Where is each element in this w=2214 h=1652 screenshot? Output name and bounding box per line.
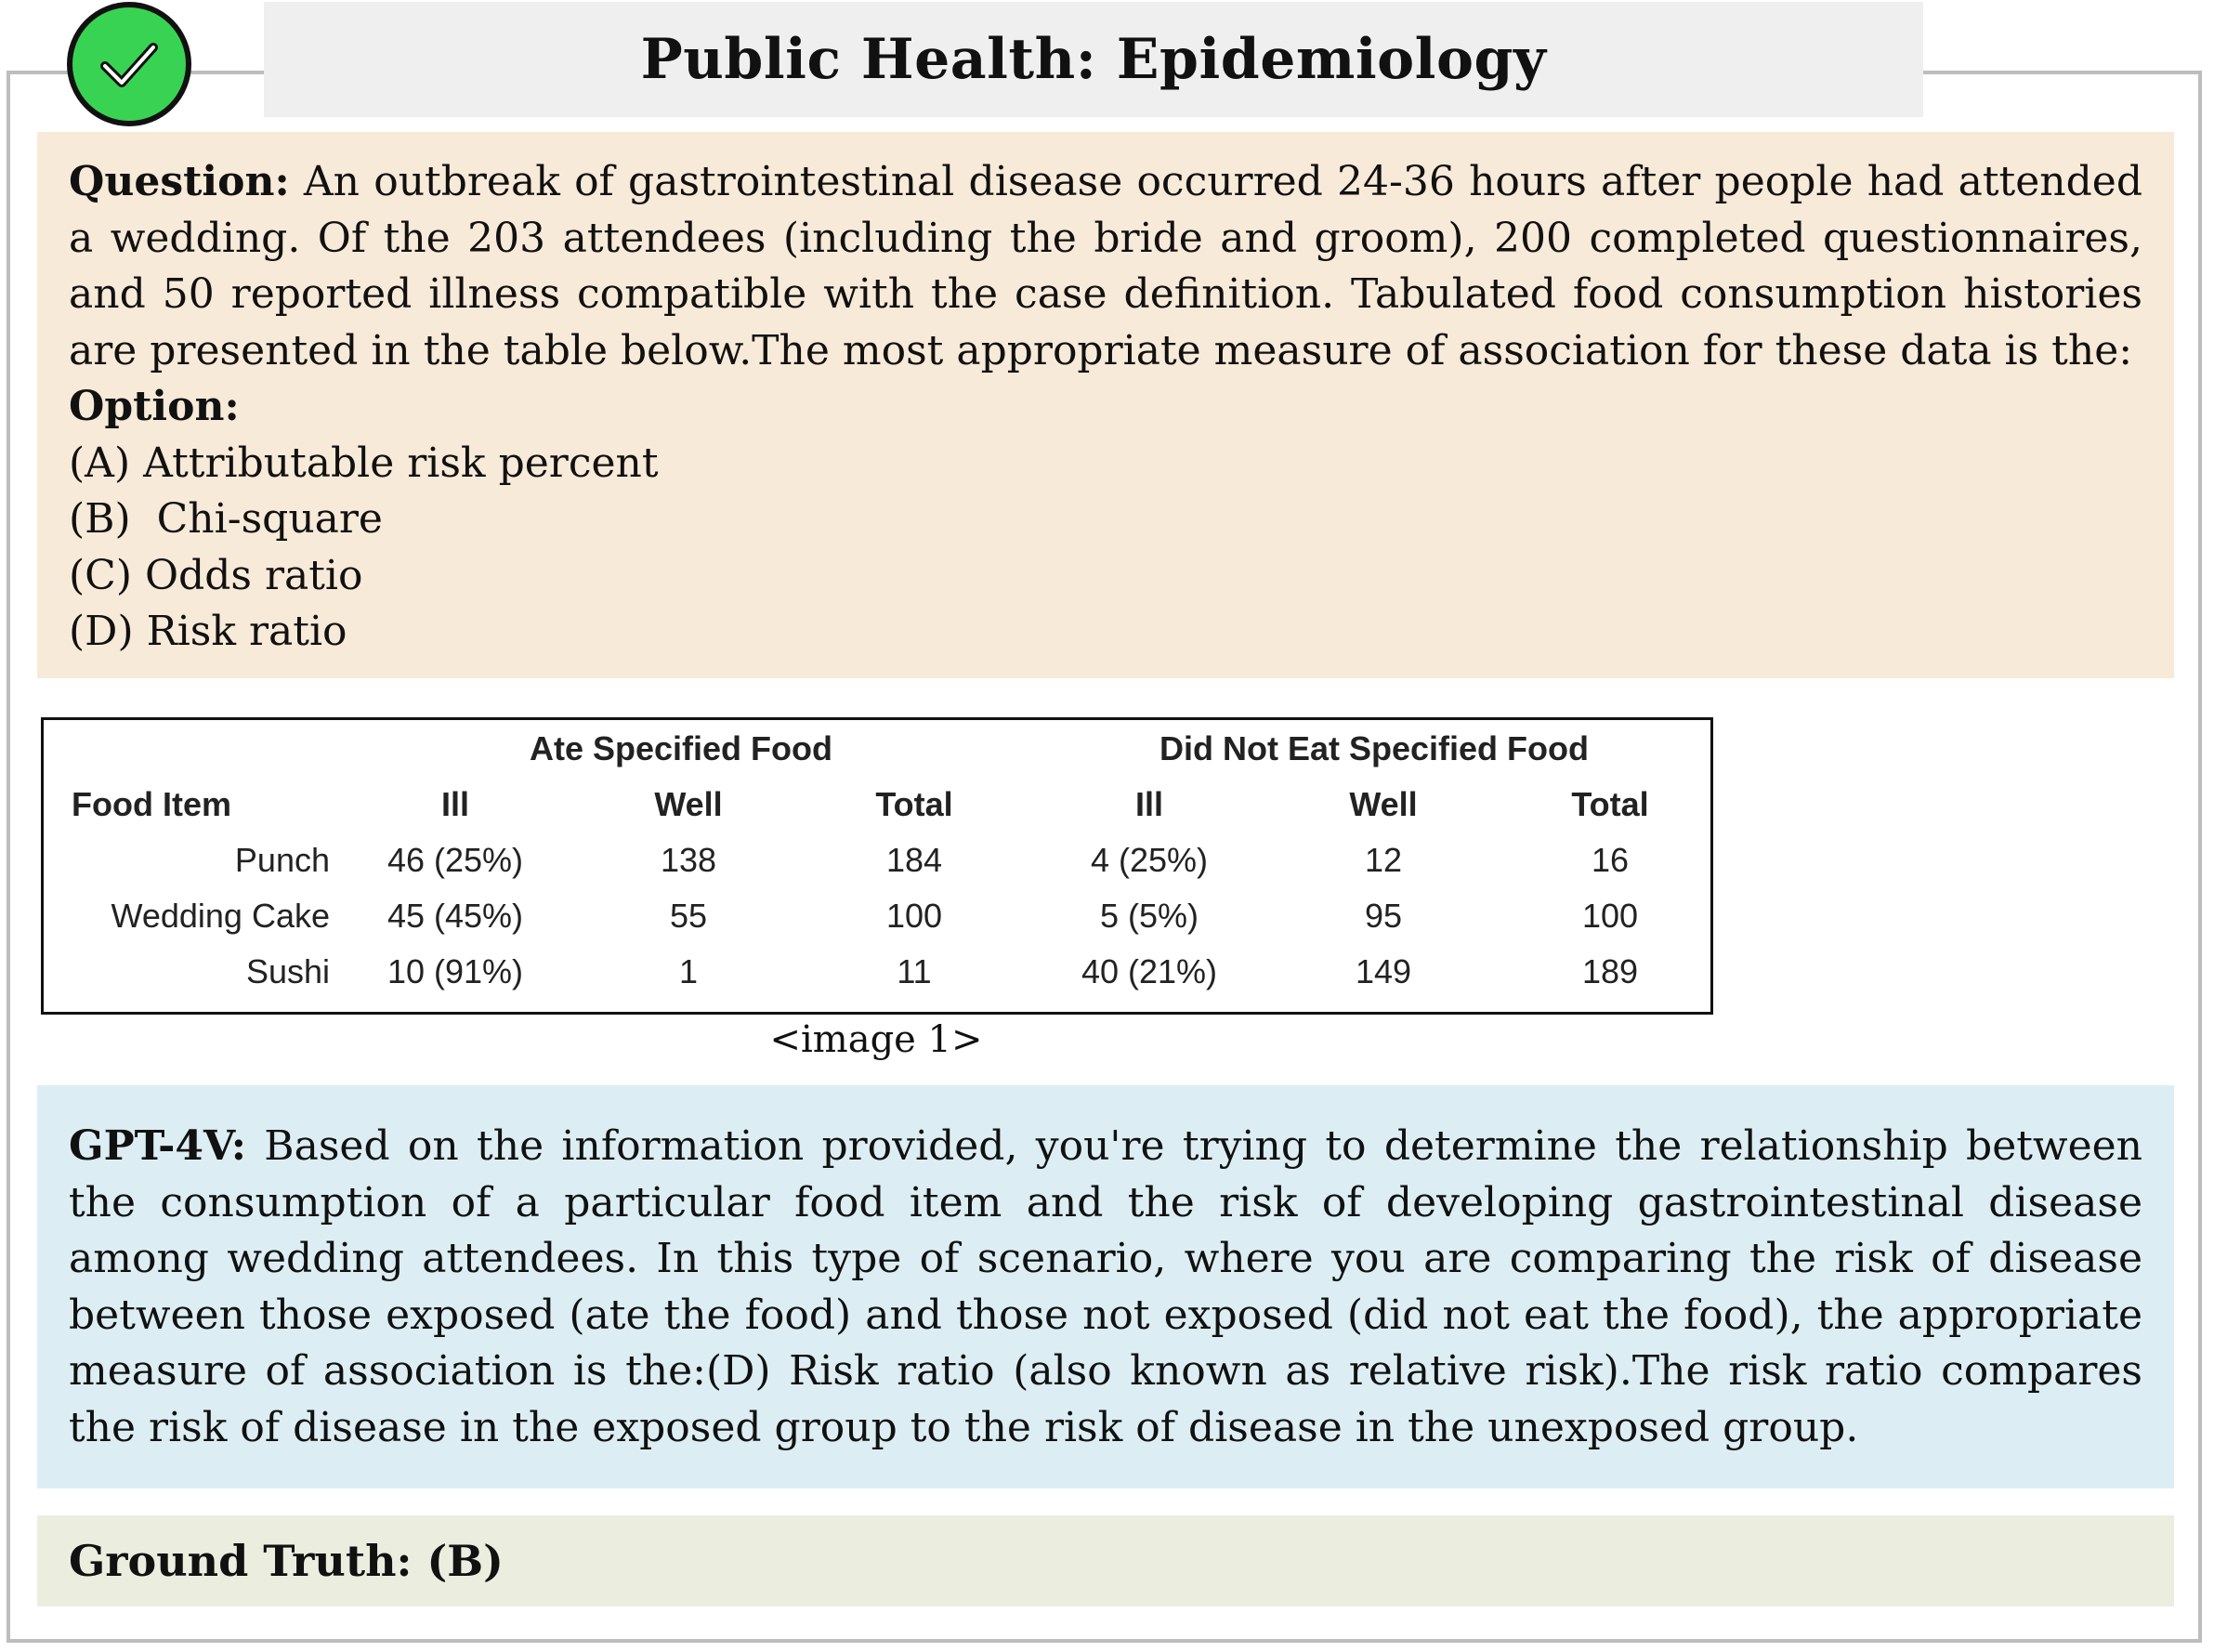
ground-truth-panel: Ground Truth: (B) — [37, 1515, 2174, 1606]
answer-text: Based on the information provided, you'r… — [69, 1122, 2142, 1451]
answer-label: GPT-4V: — [69, 1122, 246, 1170]
question-text: An outbreak of gastrointestinal disease … — [69, 158, 2142, 374]
row-label-wedding-cake: Wedding Cake — [111, 897, 330, 935]
column-header-food-item: Food Item — [72, 785, 231, 823]
table-cell: 100 — [1581, 897, 1639, 935]
table-cell: 45 (45%) — [386, 897, 524, 935]
table-cell: 16 — [1591, 841, 1630, 879]
table-cell: 100 — [885, 897, 943, 935]
row-label-sushi: Sushi — [245, 952, 330, 990]
column-header-well: Well — [1349, 785, 1418, 823]
answer-paragraph: GPT-4V: Based on the information provide… — [69, 1119, 2142, 1456]
group-header-ate: Ate Specified Food — [529, 729, 833, 767]
option-d: (D) Risk ratio — [69, 608, 347, 655]
question-paragraph: Question: An outbreak of gastrointestina… — [69, 154, 2142, 379]
column-header-total: Total — [1571, 785, 1649, 823]
table-cell: 40 (21%) — [1081, 952, 1218, 990]
table-cell: 138 — [660, 841, 717, 879]
row-label-punch: Punch — [234, 841, 330, 879]
answer-panel: GPT-4V: Based on the information provide… — [37, 1085, 2174, 1488]
ground-truth-text: Ground Truth: (B) — [69, 1536, 504, 1586]
question-panel: Question: An outbreak of gastrointestina… — [37, 132, 2174, 678]
title-bar: Public Health: Epidemiology — [264, 2, 1923, 117]
option-c: (C) Odds ratio — [69, 551, 363, 599]
table-cell: 55 — [669, 897, 708, 935]
image-caption: <image 1> — [769, 1018, 983, 1061]
column-header-ill: Ill — [440, 785, 470, 823]
table-cell: 95 — [1364, 897, 1403, 935]
table-cell: 10 (91%) — [386, 952, 524, 990]
table-cell: 1 — [678, 952, 699, 990]
check-circle-icon — [100, 43, 158, 87]
table-cell: 12 — [1364, 841, 1403, 879]
option-label: Option: — [69, 383, 240, 430]
table-cell: 4 (25%) — [1090, 841, 1209, 879]
question-label: Question: — [69, 158, 290, 205]
option-a: (A) Attributable risk percent — [69, 439, 659, 487]
table-cell: 149 — [1355, 952, 1412, 990]
table-cell: 5 (5%) — [1099, 897, 1199, 935]
group-header-not-ate: Did Not Eat Specified Food — [1159, 729, 1590, 767]
column-header-ill: Ill — [1134, 785, 1164, 823]
table-cell: 46 (25%) — [386, 841, 524, 879]
table-cell: 11 — [897, 952, 932, 990]
check-badge — [67, 2, 191, 126]
food-consumption-table: Ate Specified Food Did Not Eat Specified… — [41, 717, 1713, 1015]
table-cell: 184 — [885, 841, 943, 879]
table-cell: 189 — [1581, 952, 1639, 990]
option-b: (B) Chi-square — [69, 495, 383, 543]
column-header-total: Total — [875, 785, 953, 823]
column-header-well: Well — [654, 785, 723, 823]
page-title: Public Health: Epidemiology — [640, 27, 1547, 92]
